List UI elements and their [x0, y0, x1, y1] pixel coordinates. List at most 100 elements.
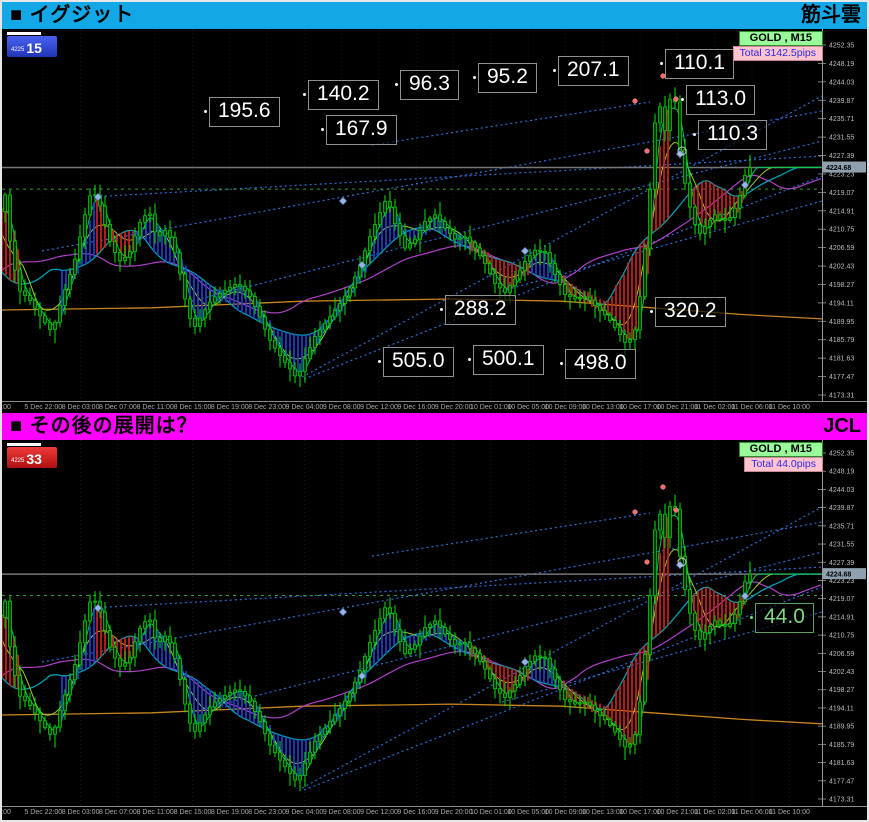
y-axis-tick: 4194.11	[829, 300, 854, 307]
ma-orange	[2, 703, 823, 725]
price-callout[interactable]: 500.1	[468, 345, 544, 376]
x-axis-tick: 8 Dec 15:00	[173, 404, 212, 411]
total-pips-badge-top: Total 3142.5pips	[732, 46, 823, 61]
y-axis-tick: 4173.31	[829, 393, 854, 400]
panel1-header: ■ イグジット 筋斗雲	[2, 2, 867, 29]
price-callout[interactable]: 207.1	[553, 56, 629, 87]
y-axis-tick: 4210.75	[829, 633, 854, 640]
y-axis-tick: 4194.11	[829, 705, 854, 712]
y-axis-tick: 4202.43	[829, 264, 854, 271]
y-axis-tick: 4173.31	[829, 797, 854, 804]
y-axis-tick: 4189.95	[829, 724, 854, 731]
diamond-marker	[338, 196, 348, 206]
price-callout[interactable]: 95.2	[473, 63, 537, 94]
panel2-header: ■ その後の展開は？ JCL	[2, 413, 867, 440]
price-callout[interactable]: 167.9	[321, 115, 397, 146]
chart-area-bottom[interactable]: 4225 33 GOLD , M15 Total 44.0pips 4252.3…	[2, 440, 867, 806]
x-axis-tick: 10 Dec 05:00	[507, 809, 550, 816]
y-axis-tick: 4219.07	[829, 596, 854, 603]
trade-count-badge-bottom: 4225 33	[7, 447, 57, 468]
y-axis-tick: 4219.07	[829, 190, 854, 197]
signal-markers	[93, 484, 750, 681]
price-callout[interactable]: 44.0	[750, 603, 814, 634]
y-axis-tick: 4239.87	[829, 98, 854, 105]
trade-count-badge-top: 4225 15	[7, 36, 57, 57]
ma-purple	[2, 581, 822, 719]
y-axis-tick: 4252.35	[829, 43, 854, 50]
x-axis-tick: 8 Dec 11:00	[136, 404, 174, 411]
diamond-marker	[740, 180, 750, 190]
x-axis-tick: 11 Dec 02:00	[694, 809, 736, 816]
peak-dot-marker	[644, 148, 650, 154]
y-axis-tick: 4252.35	[829, 451, 854, 458]
y-axis-tick: 4189.95	[829, 319, 854, 326]
symbol-badge-top: GOLD , M15	[738, 31, 823, 46]
circle-marker	[677, 557, 687, 567]
price-callout[interactable]: 195.6	[204, 97, 280, 128]
y-axis-tick: 4227.39	[829, 153, 854, 160]
x-axis-tick: 9 Dec 04:00	[285, 404, 324, 411]
y-axis-tick: 4239.87	[829, 505, 854, 512]
x-axis-tick: 11 Dec 10:00	[768, 809, 810, 816]
price-callout[interactable]: 96.3	[395, 70, 459, 101]
y-axis-tick: 4244.03	[829, 79, 854, 86]
price-callout[interactable]: 320.2	[650, 297, 726, 328]
current-price-tag	[823, 161, 866, 173]
current-price-tag	[823, 568, 866, 580]
y-axis-tick: 4181.63	[829, 356, 854, 363]
x-axis-tick: 11 Dec 06:00	[731, 404, 773, 411]
peak-dot-marker	[644, 559, 650, 565]
y-axis-tick: 4244.03	[829, 487, 854, 494]
symbol-badge-bottom: GOLD , M15	[738, 442, 823, 457]
x-axis-tick: 10 Dec 21:00	[656, 404, 699, 411]
ribbon-bars	[2, 110, 743, 373]
grid-lines	[42, 440, 790, 806]
badge-sliver-top	[7, 32, 41, 35]
x-axis-tick: 10 Dec 17:00	[619, 404, 661, 411]
price-callout[interactable]: 505.0	[378, 347, 454, 378]
x-axis-tick: 9 Dec 12:00	[360, 809, 398, 816]
diamond-marker	[357, 671, 367, 681]
current-price-value: 4224.68	[826, 572, 851, 579]
price-callout[interactable]: 110.1	[660, 49, 734, 80]
price-callout[interactable]: 113.0	[681, 85, 755, 116]
current-price-value: 4224.68	[826, 165, 851, 172]
y-axis-tick: 4248.19	[829, 61, 854, 68]
panel1-title: ■ イグジット	[10, 3, 135, 26]
diamond-marker	[520, 657, 530, 667]
y-axis-tick: 4248.19	[829, 469, 854, 476]
badge-big-number: 33	[26, 451, 42, 467]
x-axis-tick: 9 Dec 08:00	[322, 404, 361, 411]
x-axis-tick: 10 Dec 01:00	[470, 404, 512, 411]
peak-dot-marker	[632, 509, 638, 515]
peak-dot-marker	[673, 96, 679, 102]
price-callout[interactable]: 498.0	[560, 349, 636, 380]
price-axis: 4252.35 4248.19 4244.03 4239.87 4235.71 4231.…	[818, 440, 866, 806]
y-axis-tick: 4185.79	[829, 742, 854, 749]
y-axis-tick: 4198.27	[829, 687, 854, 694]
x-axis-tick: 11 Dec 10:00	[768, 404, 810, 411]
x-axis-tick: 11 Dec 02:00	[694, 404, 736, 411]
price-callout[interactable]: 140.2	[303, 80, 379, 111]
price-callout[interactable]: 110.3	[693, 120, 767, 151]
x-axis-tick: 8 Dec 15:00	[173, 809, 212, 816]
peak-dot-marker	[673, 507, 679, 513]
ma-purple	[2, 174, 822, 314]
ribbon-bars	[2, 517, 743, 777]
circle-marker	[677, 146, 687, 156]
price-callout[interactable]: 288.2	[440, 295, 516, 326]
x-axis-tick: 8 Dec 19:00	[210, 404, 249, 411]
panel1-watermark: 筋斗雲	[801, 3, 861, 26]
y-axis-tick: 4223.23	[829, 171, 854, 178]
x-axis-tick: 8 Dec 19:00	[210, 809, 249, 816]
y-axis-tick: 4223.23	[829, 578, 854, 585]
y-axis-tick: 4235.71	[829, 523, 854, 530]
y-axis-tick: 4185.79	[829, 337, 854, 344]
y-axis-tick: 4214.91	[829, 614, 854, 621]
diamond-marker	[740, 591, 750, 601]
chart-area-top[interactable]: 4225 15 GOLD , M15 Total 3142.5pips 4252…	[2, 29, 867, 401]
x-axis-tick: 9 Dec 04:00	[285, 809, 324, 816]
diamond-marker	[338, 607, 348, 617]
diamond-marker	[93, 192, 103, 202]
x-axis-tick: 9 Dec 20:00	[434, 809, 473, 816]
